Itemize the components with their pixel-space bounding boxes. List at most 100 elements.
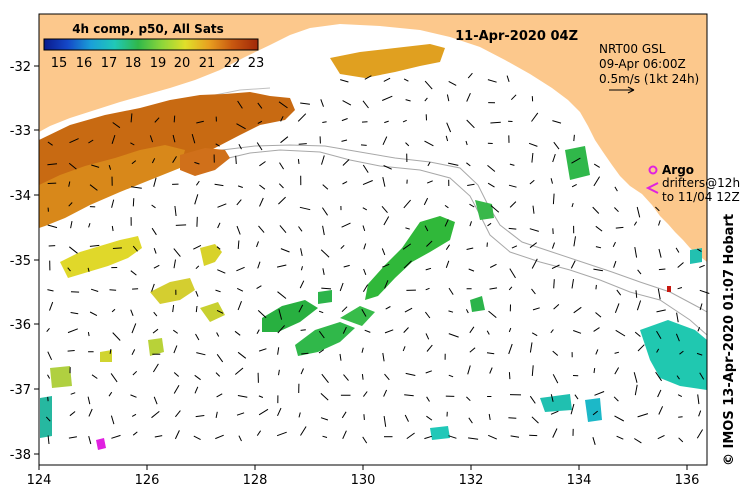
current-vector [89,311,98,317]
current-vector [699,372,705,380]
colorbar [43,38,259,51]
current-vector [195,305,198,313]
current-vector [406,432,415,440]
current-vector [383,216,390,226]
current-vector [279,225,287,234]
current-vector [131,160,137,165]
current-vector [592,410,599,416]
current-vector [425,333,430,340]
current-vector [678,416,683,418]
current-vector [175,410,181,418]
land-eyre [690,14,707,262]
current-vector [276,431,287,437]
current-vector [529,342,533,353]
current-vector [277,325,285,334]
current-vector [468,268,475,272]
current-vector [49,301,54,311]
current-vector [341,118,348,122]
current-vector [278,183,284,189]
current-vector [277,347,280,355]
current-vector [343,374,349,381]
current-vector [553,279,555,289]
current-vector [360,144,367,146]
current-vector [486,330,490,335]
current-info-line: 09-Apr 06:00Z [599,57,686,71]
current-vector [489,263,497,268]
current-vector [132,431,138,436]
current-vector [466,119,475,129]
current-vector [698,410,702,417]
current-vector [111,308,116,313]
current-vector [403,199,411,209]
sst-patch-green [470,296,485,312]
current-vector [573,134,575,142]
current-vector [173,248,181,257]
current-vector [70,221,73,229]
colorbar-tick: 17 [101,56,118,71]
current-vector [550,410,559,415]
current-vector [487,222,492,227]
current-vector [424,225,429,232]
current-vector [195,180,200,186]
current-vector [466,247,474,250]
current-vector [112,332,121,341]
current-vector [321,373,329,384]
current-vector [677,262,684,268]
current-vector [257,310,267,319]
current-vector [217,269,226,274]
current-vector [236,225,241,235]
current-vector [529,179,535,185]
current-vector [381,248,386,256]
current-vector [656,348,660,353]
current-vector [364,329,371,333]
current-vector [634,247,638,258]
current-vector [87,332,90,337]
current-vector [612,241,616,248]
current-vector [595,312,602,318]
current-vector [616,435,624,440]
current-vector [655,371,663,382]
current-vector [216,332,220,337]
current-vector [195,265,200,270]
current-vector [467,183,475,186]
lat-tick-label: -35 [10,254,31,269]
current-vector [362,284,369,292]
current-vector [214,183,224,187]
current-vector [466,92,471,102]
current-vector [88,223,91,228]
current-vector [112,247,122,249]
current-vector [300,248,303,257]
current-vector [111,434,121,439]
current-vector [68,246,78,254]
current-vector [131,186,142,189]
current-vector [593,368,596,374]
current-vector [339,282,344,292]
current-vector [595,284,597,290]
current-vector [488,310,497,318]
colorbar-tick: 18 [125,56,142,71]
current-vector [361,374,364,380]
current-vector [531,288,536,295]
current-vector [403,327,409,333]
current-vector [154,435,163,438]
current-vector [151,158,156,164]
current-vector [362,180,373,186]
current-vector [89,184,98,191]
current-vector [67,350,75,352]
current-vector [342,430,347,440]
current-vector [153,248,157,254]
current-vector [405,227,410,230]
current-vector [300,329,306,331]
current-vector [487,182,495,188]
current-vector [216,246,221,250]
current-vector [570,403,575,415]
colorbar-tick: 22 [224,56,241,71]
current-vector [340,244,345,249]
current-vector [342,181,348,185]
lon-tick-label: 132 [459,473,484,488]
current-vector [593,268,603,272]
current-vector [531,258,538,269]
current-vector [595,225,603,232]
current-vector [468,437,479,440]
